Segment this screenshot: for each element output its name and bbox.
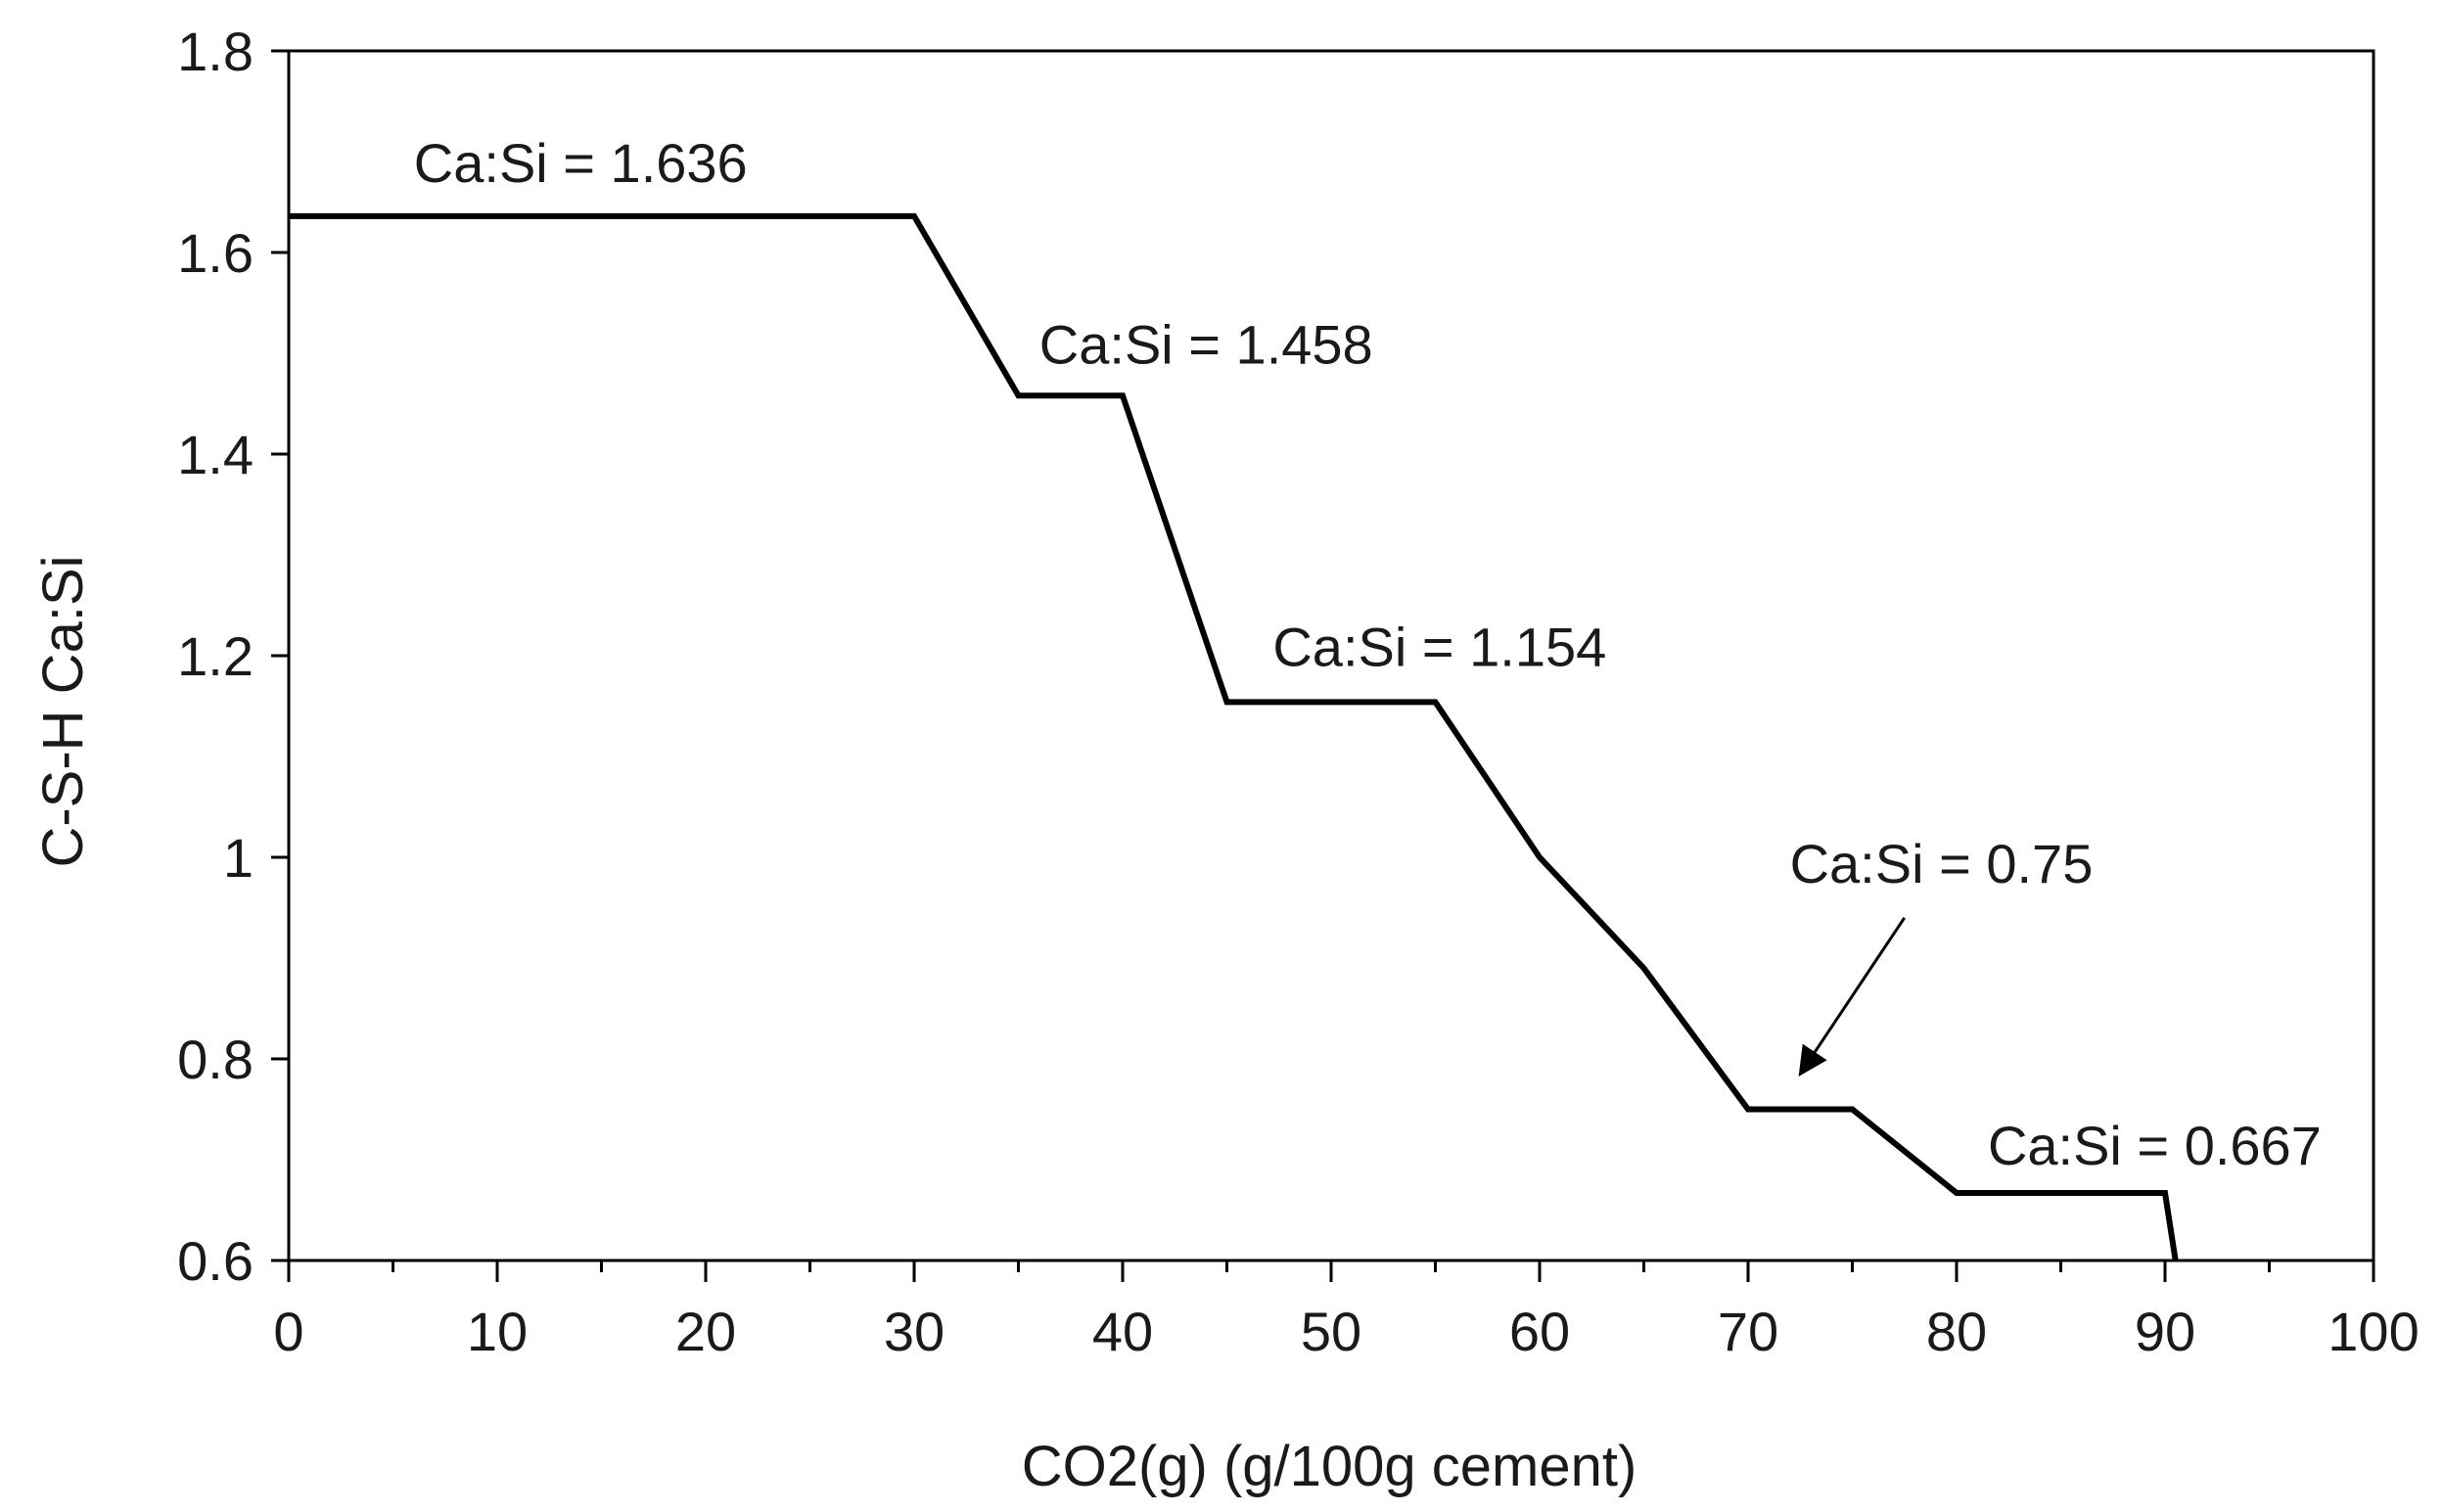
annotation-label: Ca:Si = 0.667 — [1988, 1115, 2322, 1176]
series-line — [289, 212, 2179, 1261]
x-axis: 0 10 20 30 40 50 60 70 80 90 100 — [273, 1260, 2420, 1362]
x-tick-label: 90 — [2135, 1301, 2195, 1362]
x-tick-label: 70 — [1718, 1301, 1778, 1362]
y-axis-title: C-S-H Ca:Si — [31, 555, 95, 867]
y-tick-label: 1.8 — [177, 21, 254, 82]
annotations: Ca:Si = 1.636 Ca:Si = 1.458 Ca:Si = 1.154 C… — [414, 132, 2322, 1176]
annotation-label: Ca:Si = 1.458 — [1039, 313, 1373, 375]
x-tick-label: 80 — [1926, 1301, 1987, 1362]
y-tick-label: 0.8 — [177, 1029, 254, 1090]
x-tick-label: 40 — [1092, 1301, 1153, 1362]
y-axis: 0.6 0.8 1 1.2 1.4 1.6 1.8 — [177, 21, 289, 1292]
y-tick-label: 1.4 — [177, 424, 254, 485]
x-tick-label: 0 — [273, 1301, 303, 1362]
y-tick-label: 1.2 — [177, 625, 254, 687]
x-tick-label: 100 — [2328, 1301, 2419, 1362]
annotation-label: Ca:Si = 1.154 — [1272, 616, 1606, 677]
x-tick-label: 50 — [1301, 1301, 1361, 1362]
x-axis-title: CO2(g) (g/100g cement) — [1022, 1435, 1637, 1498]
annotation-label: Ca:Si = 1.636 — [414, 132, 748, 194]
x-tick-label: 20 — [675, 1301, 736, 1362]
y-tick-label: 0.6 — [177, 1230, 254, 1292]
annotation-arrow — [1798, 916, 1906, 1077]
x-tick-label: 60 — [1509, 1301, 1570, 1362]
series-layer — [289, 212, 2179, 1261]
y-tick-label: 1.6 — [177, 222, 254, 284]
y-tick-label: 1 — [223, 827, 254, 889]
annotation-label: Ca:Si = 0.75 — [1790, 833, 2094, 894]
x-tick-label: 10 — [467, 1301, 528, 1362]
x-tick-label: 30 — [884, 1301, 945, 1362]
